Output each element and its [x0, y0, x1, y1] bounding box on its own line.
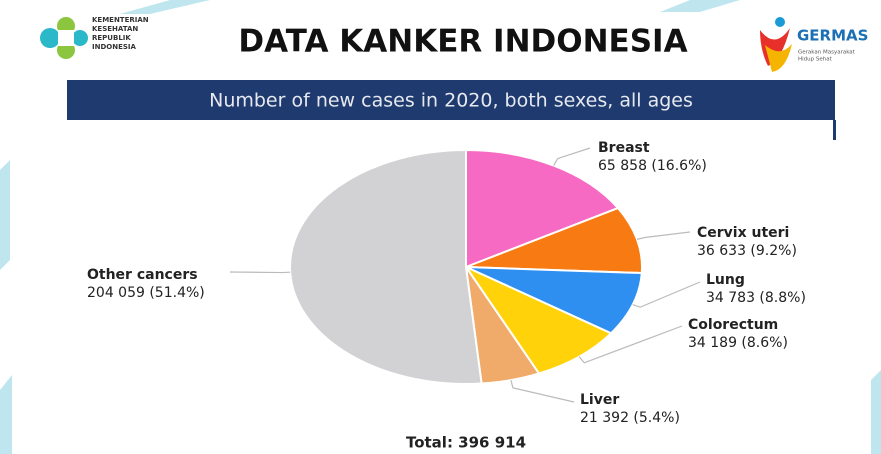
brand-tagline: Gerakan Masyarakat	[798, 50, 856, 56]
ministry-logo: KEMENTERIAN KESEHATAN REPUBLIK INDONESIA	[40, 16, 149, 59]
ministry-text: KEMENTERIAN	[92, 16, 149, 24]
total-annotation: Total: 396 914	[406, 434, 526, 452]
leader-line	[229, 271, 291, 274]
logo-shape	[58, 30, 74, 46]
ministry-text: KESEHATAN	[92, 25, 138, 33]
leader-line	[632, 281, 701, 308]
leader-line	[510, 379, 575, 403]
slice-value: 204 059 (51.4%)	[87, 285, 205, 301]
logo-shape	[40, 28, 60, 48]
slice-name: Liver	[580, 392, 619, 408]
subtitle-bar	[67, 80, 835, 120]
brand-text: GERMAS	[797, 27, 868, 45]
slice-name: Breast	[598, 140, 650, 156]
slice-name: Colorectum	[688, 317, 778, 333]
ministry-text: INDONESIA	[92, 43, 137, 51]
logo-shape	[765, 44, 792, 72]
slice-value: 21 392 (5.4%)	[580, 410, 680, 426]
slice-value: 36 633 (9.2%)	[697, 243, 797, 259]
leader-line	[578, 325, 683, 364]
slice-name: Lung	[706, 272, 745, 288]
slice-name: Cervix uteri	[697, 225, 789, 241]
decor-stripe	[120, 0, 210, 14]
slice-value: 65 858 (16.6%)	[598, 158, 707, 174]
decor-stripe	[660, 0, 740, 12]
logo-shape	[760, 28, 790, 66]
logo-shape	[72, 30, 88, 46]
decor-stripe	[871, 370, 881, 454]
germas-logo: GERMAS Gerakan Masyarakat Hidup Sehat	[760, 17, 868, 72]
ministry-text: REPUBLIK	[92, 34, 131, 42]
pie-slice	[463, 264, 613, 375]
slice-value: 34 783 (8.8%)	[706, 290, 806, 306]
logo-shape	[775, 17, 785, 27]
decor-stripe	[0, 375, 12, 454]
pie-slice	[465, 206, 643, 275]
leader-line	[636, 231, 691, 240]
pie-slice	[465, 148, 620, 269]
brand-tagline: Hidup Sehat	[798, 57, 833, 63]
slice-name: Other cancers	[87, 267, 198, 283]
pie-slice	[465, 266, 643, 335]
decor-stripe	[0, 160, 10, 270]
slice-value: 34 189 (8.6%)	[688, 335, 788, 351]
leader-line	[553, 147, 591, 166]
chart-subtitle: Number of new cases in 2020, both sexes,…	[209, 90, 693, 112]
chart-title: DATA KANKER INDONESIA	[238, 24, 687, 60]
bar-tick	[833, 120, 836, 140]
